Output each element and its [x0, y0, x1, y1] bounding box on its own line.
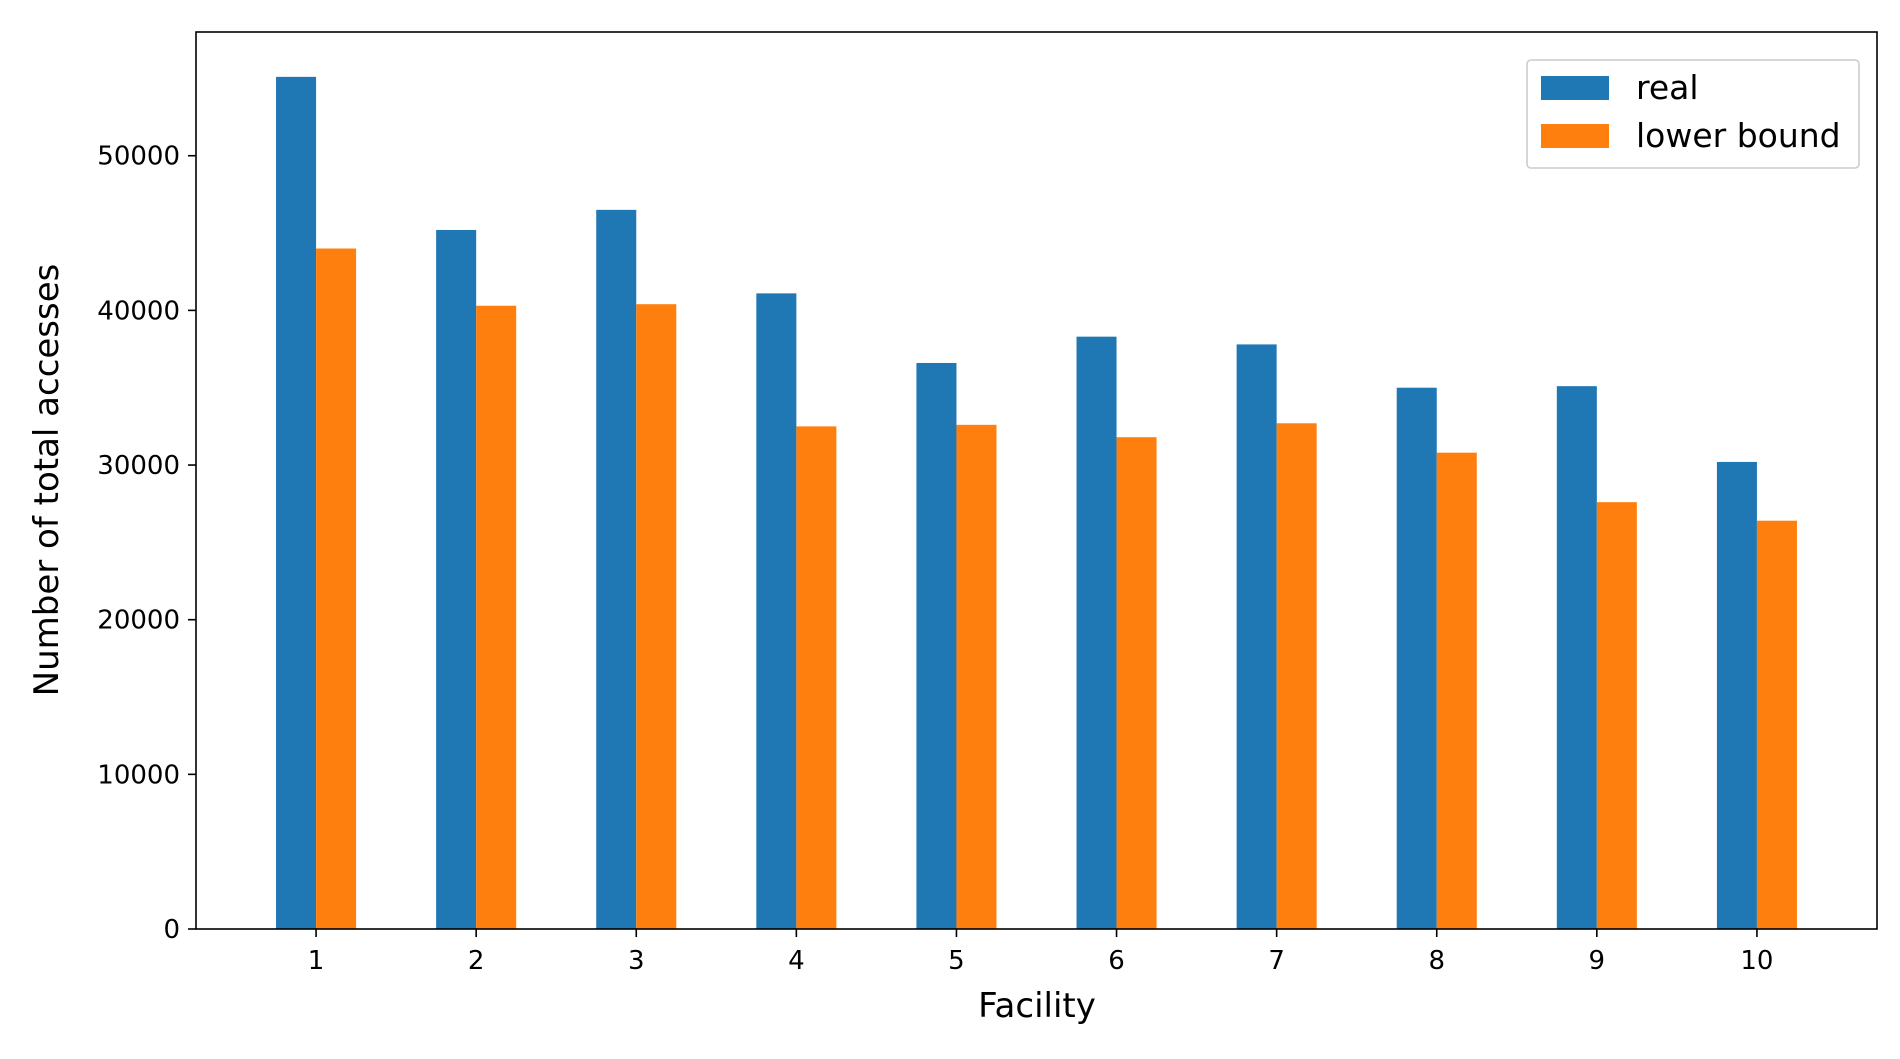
y-tick-label: 50000: [97, 142, 180, 172]
legend-label-real: real: [1636, 68, 1699, 107]
bar-real-5: [916, 362, 957, 930]
bar-lower-bound-9: [1596, 502, 1637, 929]
bar-lower-bound-8: [1436, 452, 1477, 929]
y-tick-label: 0: [163, 915, 180, 945]
x-tick-label: 6: [1108, 946, 1125, 976]
x-tick-label: 10: [1740, 946, 1773, 976]
x-tick-label: 7: [1268, 946, 1285, 976]
bar-real-1: [276, 76, 317, 930]
bar-lower-bound-10: [1756, 520, 1797, 929]
bar-lower-bound-5: [956, 424, 997, 929]
y-tick-label: 40000: [97, 296, 180, 326]
bar-lower-bound-4: [796, 426, 837, 929]
bar-real-6: [1076, 336, 1117, 930]
x-tick-label: 3: [628, 946, 645, 976]
legend: real lower bound: [1526, 59, 1860, 169]
y-tick-label: 30000: [97, 451, 180, 481]
x-tick-label: 9: [1589, 946, 1606, 976]
bar-lower-bound-7: [1276, 423, 1317, 929]
legend-label-lower-bound: lower bound: [1636, 116, 1841, 155]
bar-real-2: [436, 229, 477, 929]
y-axis-label: Number of total accesses: [27, 264, 67, 697]
bar-real-10: [1716, 461, 1757, 929]
bar-real-8: [1396, 387, 1437, 929]
y-tick-label: 10000: [97, 760, 180, 790]
x-tick-label: 1: [308, 946, 325, 976]
plot-frame: [195, 31, 1878, 930]
x-tick-label: 4: [788, 946, 805, 976]
legend-box: [1526, 59, 1860, 169]
x-tick-label: 5: [948, 946, 965, 976]
bar-lower-bound-3: [636, 304, 677, 929]
x-axis-label: Facility: [978, 986, 1096, 1026]
bars-layer: [276, 76, 1797, 930]
bar-lower-bound-6: [1116, 437, 1157, 929]
bar-real-7: [1236, 344, 1277, 929]
bar-lower-bound-1: [316, 248, 357, 930]
bar-lower-bound-2: [476, 305, 517, 930]
legend-swatch-lower-bound: [1541, 124, 1609, 148]
bar-real-9: [1556, 386, 1597, 929]
x-tick-label: 8: [1428, 946, 1445, 976]
legend-swatch-real: [1541, 76, 1609, 100]
axes-layer: 1 2 3 4 5 6 7 8 9 10 0 10000 20000 30000 40000 50000: [97, 31, 1878, 976]
bar-real-4: [756, 293, 797, 929]
bar-real-3: [596, 209, 637, 929]
y-tick-label: 20000: [97, 606, 180, 636]
x-tick-label: 2: [468, 946, 485, 976]
